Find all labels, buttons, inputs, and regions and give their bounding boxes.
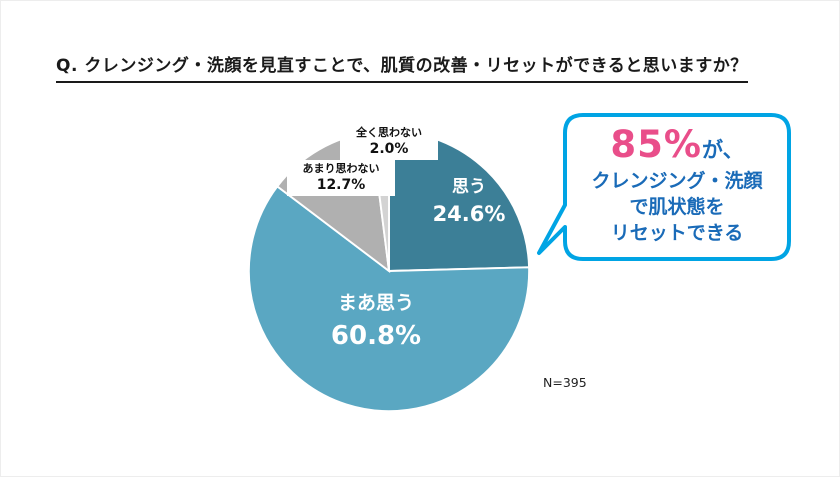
slice-label-omou: 思う 24.6% [409, 177, 529, 228]
callout-line: で肌状態を [629, 196, 725, 218]
slice-percentage: 12.7% [316, 176, 366, 193]
speech-bubble-outline [537, 113, 791, 261]
slice-percentage: 60.8% [330, 320, 422, 351]
slice-name: あまり思わない [302, 162, 380, 175]
slice-label-maa-omou: まあ思う 60.8% [301, 292, 451, 352]
slice-label-amari-omowanai: あまり思わない 12.7% [287, 160, 395, 197]
pie-slice-2 [247, 185, 531, 413]
callout-line: クレンジング・洗顔 [591, 170, 763, 192]
callout-text: 85%が、 クレンジング・洗顔 で肌状態を リセットできる [569, 123, 785, 246]
sample-size-note: N=395 [543, 375, 587, 390]
callout-headline: 85%が、 [569, 123, 785, 166]
speech-bubble-callout: 85%が、 クレンジング・洗顔 で肌状態を リセットできる [535, 111, 795, 271]
highlight-suffix: が、 [701, 138, 744, 162]
slice-name: 思う [452, 177, 486, 197]
slice-name: まあ思う [337, 292, 414, 314]
highlight-percentage: 85% [610, 123, 702, 166]
callout-line: リセットできる [610, 222, 744, 244]
slice-percentage: 24.6% [432, 202, 506, 227]
slice-label-mattaku-omowanai: 全く思わない 2.0% [340, 124, 438, 161]
question-title: Q. クレンジング・洗顔を見直すことで、肌質の改善・リセットができると思いますか… [56, 51, 748, 83]
slice-name: 全く思わない [356, 126, 422, 139]
slice-percentage: 2.0% [369, 140, 409, 157]
